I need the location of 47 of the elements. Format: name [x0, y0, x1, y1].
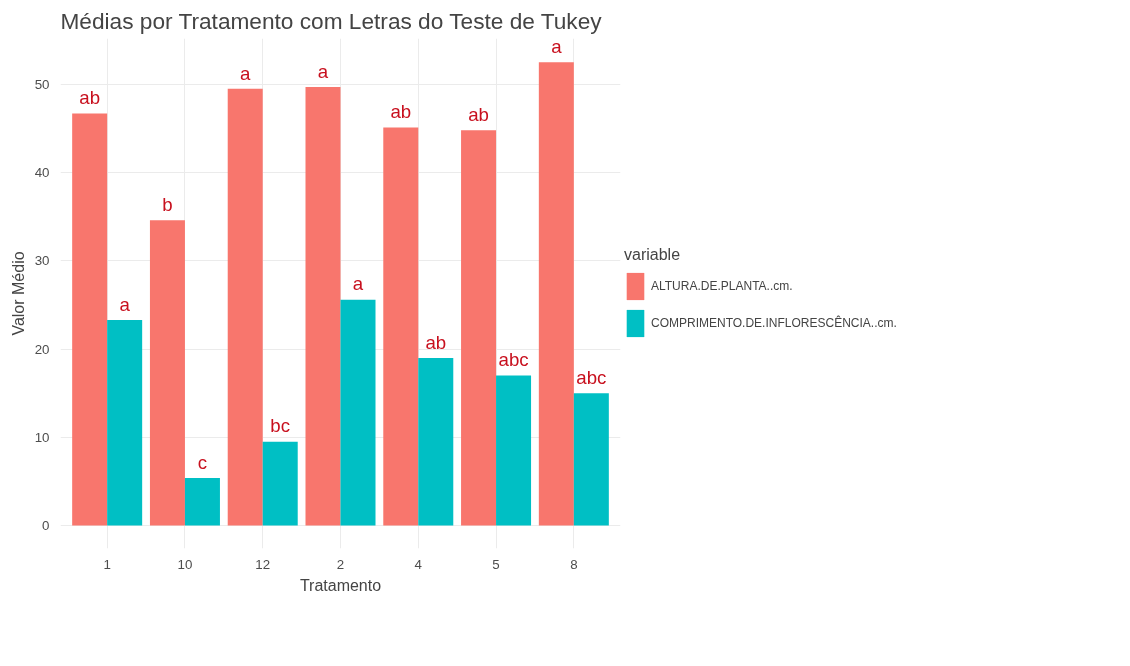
data-label: bc	[270, 415, 291, 437]
data-label: ab	[425, 331, 447, 353]
x-tick-label: 10	[177, 556, 193, 572]
y-tick-label: 50	[34, 76, 50, 92]
x-tick-label: 4	[414, 556, 423, 572]
y-tick-label: 20	[34, 341, 50, 357]
data-label: a	[317, 60, 329, 82]
bar	[72, 113, 108, 526]
x-tick-label: 1	[103, 556, 111, 572]
data-label: a	[551, 36, 563, 58]
bar	[538, 62, 574, 526]
bar	[461, 130, 497, 526]
bar	[496, 375, 532, 526]
bar	[305, 87, 341, 526]
y-tick-label: 0	[42, 518, 50, 534]
legend-title: variable	[624, 246, 682, 264]
data-label: ab	[390, 101, 412, 123]
bar	[262, 441, 298, 526]
chart-title: Médias por Tratamento com Letras do Teste de Tukey	[60, 7, 603, 34]
data-label: c	[197, 451, 208, 473]
x-tick-label: 12	[255, 556, 271, 572]
bar	[149, 220, 185, 526]
bar	[573, 393, 609, 526]
bar	[340, 299, 376, 526]
bar	[418, 357, 454, 526]
data-label: a	[119, 293, 131, 315]
data-label: a	[240, 62, 252, 84]
bar	[227, 88, 263, 526]
x-axis-title: Tratamento	[299, 576, 382, 594]
bar	[107, 319, 143, 526]
data-label: a	[352, 273, 364, 295]
legend-label: ALTURA.DE.PLANTA..cm.	[651, 278, 793, 295]
y-axis-title: Valor Médio	[9, 251, 27, 336]
y-tick-label: 10	[34, 429, 50, 445]
data-label: abc	[576, 366, 607, 388]
x-tick-label: 5	[492, 556, 500, 572]
legend-label: COMPRIMENTO.DE.INFLORESCÊNCIA..cm.	[651, 314, 897, 332]
bar	[184, 477, 220, 526]
data-label: ab	[468, 103, 489, 125]
y-tick-label: 40	[34, 165, 50, 181]
x-tick-label: 8	[570, 556, 578, 572]
y-tick-label: 30	[34, 253, 50, 269]
data-label: b	[162, 193, 173, 215]
bar	[383, 127, 419, 526]
x-tick-label: 2	[336, 556, 345, 572]
data-label: ab	[79, 87, 101, 109]
data-label: abc	[498, 349, 529, 371]
